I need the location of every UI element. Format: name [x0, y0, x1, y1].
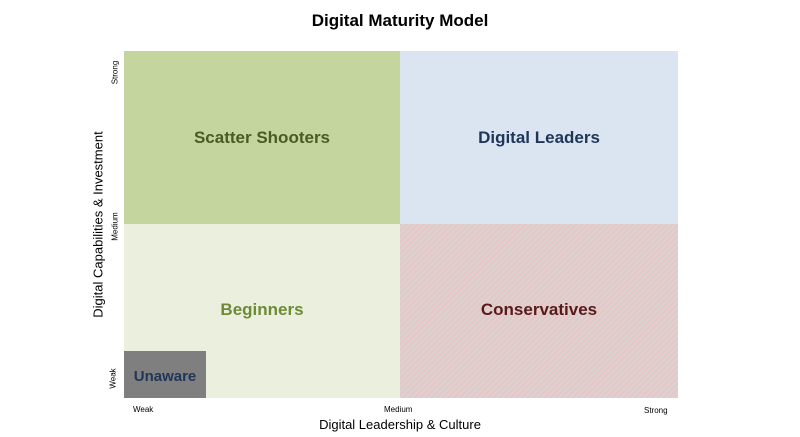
quadrant-label: Scatter Shooters — [193, 127, 331, 147]
x-tick-strong: Strong — [644, 406, 668, 415]
quadrant-digital-leaders: Digital Leaders — [400, 51, 678, 224]
y-tick-medium: Medium — [110, 212, 120, 241]
x-tick-weak: Weak — [133, 405, 154, 414]
quadrant-label: Unaware — [133, 368, 197, 385]
y-tick-weak: Weak — [108, 368, 118, 389]
quadrant-label: Digital Leaders — [478, 127, 600, 147]
x-tick-medium: Medium — [384, 405, 413, 414]
quadrant-label: Beginners — [220, 300, 304, 319]
y-axis-label: Digital Capabilities & Investment — [90, 131, 106, 318]
quadrant-label: Conservatives — [480, 300, 598, 319]
quadrant-unaware: Unaware — [124, 351, 206, 398]
y-tick-strong: Strong — [110, 60, 120, 85]
quadrant-scatter-shooters: Scatter Shooters — [124, 51, 400, 224]
x-axis-label: Digital Leadership & Culture — [319, 417, 481, 432]
quadrant-conservatives: Conservatives — [400, 224, 678, 398]
diagram-title: Digital Maturity Model — [311, 11, 489, 30]
